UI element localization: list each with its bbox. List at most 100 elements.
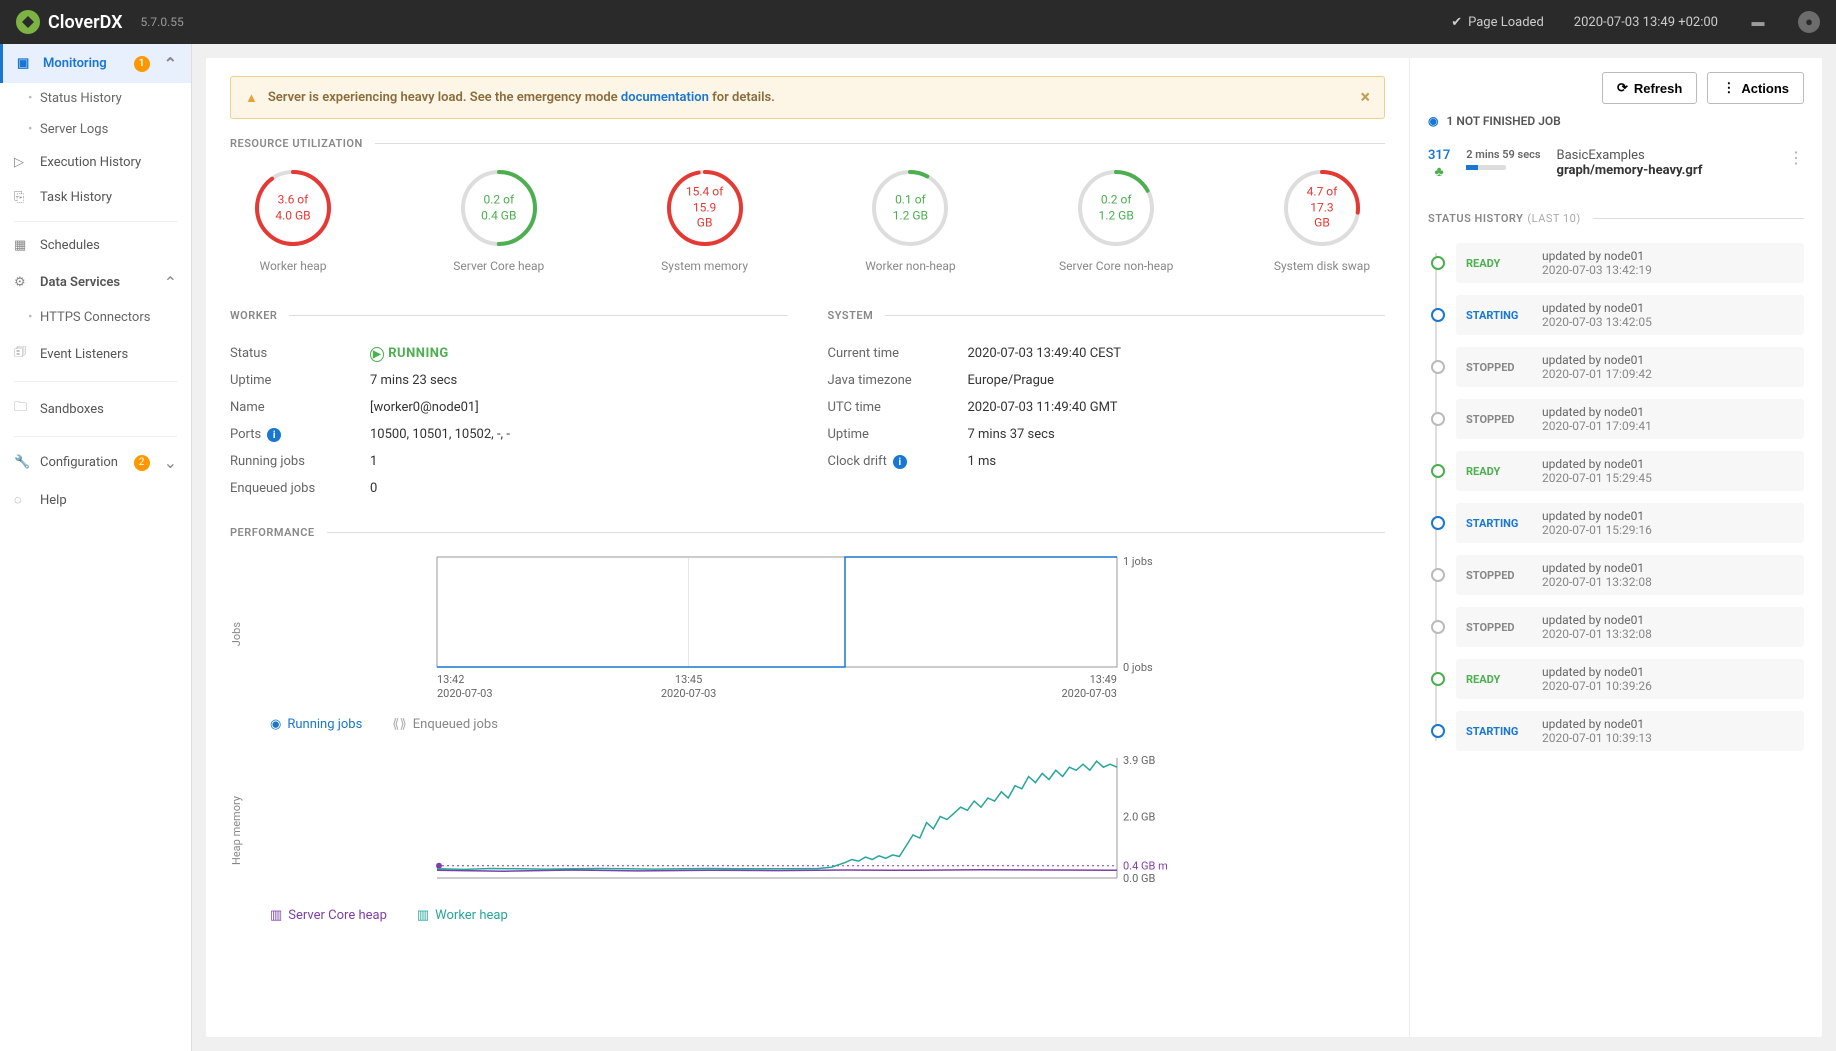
heap-y-label: Heap memory bbox=[230, 796, 243, 865]
job-id: 317 bbox=[1428, 148, 1450, 163]
timeline-item[interactable]: STARTING updated by node01 2020-07-01 15… bbox=[1456, 503, 1804, 543]
nav-help-label: Help bbox=[40, 493, 67, 508]
history-icon: ▷ bbox=[14, 155, 30, 170]
help-icon: ◌ bbox=[14, 492, 30, 508]
nav-schedules[interactable]: ▦ Schedules bbox=[0, 228, 191, 263]
job-duration: 2 mins 59 secs bbox=[1466, 148, 1540, 161]
svg-text:0.0 GB: 0.0 GB bbox=[1123, 872, 1155, 885]
nav-schedules-label: Schedules bbox=[40, 238, 100, 253]
gauge: 0.1 of1.2 GB Worker non-heap bbox=[847, 168, 973, 275]
gauge: 0.2 of0.4 GB Server Core heap bbox=[436, 168, 562, 275]
info-icon[interactable]: i bbox=[267, 428, 281, 442]
section-label: PERFORMANCE bbox=[230, 526, 315, 539]
refresh-button[interactable]: ⟳Refresh bbox=[1602, 72, 1697, 104]
svg-text:13:45: 13:45 bbox=[675, 673, 702, 686]
worker-name-val: [worker0@node01] bbox=[370, 400, 479, 415]
nav-event-listeners[interactable]: 🗊 Event Listeners bbox=[0, 333, 191, 375]
nav-task-history[interactable]: ⎘ Task History bbox=[0, 180, 191, 215]
info-icon[interactable]: i bbox=[893, 455, 907, 469]
nav-task-history-label: Task History bbox=[40, 190, 112, 205]
server-time: 2020-07-03 13:49 +02:00 bbox=[1574, 15, 1718, 30]
worker-uptime-val: 7 mins 23 secs bbox=[370, 373, 457, 388]
nav-help[interactable]: ◌ Help bbox=[0, 482, 191, 518]
timeline-meta: updated by node01 2020-07-01 13:32:08 bbox=[1542, 613, 1652, 641]
svg-text:13:42: 13:42 bbox=[437, 673, 464, 686]
wrench-icon: 🔧 bbox=[14, 455, 30, 470]
timeline-item[interactable]: STOPPED updated by node01 2020-07-01 13:… bbox=[1456, 555, 1804, 595]
timeline-status: STOPPED bbox=[1466, 569, 1542, 582]
nav-monitoring-label: Monitoring bbox=[43, 56, 107, 71]
timeline-item[interactable]: STOPPED updated by node01 2020-07-01 17:… bbox=[1456, 399, 1804, 439]
performance-title: PERFORMANCE bbox=[230, 526, 1385, 539]
legend-enqueued-jobs[interactable]: ⟪⟫Enqueued jobs bbox=[392, 717, 498, 732]
account-icon[interactable]: ● bbox=[1798, 11, 1820, 33]
alert-suffix: for details. bbox=[709, 90, 775, 105]
gauge: 15.4 of15.9 GB System memory bbox=[642, 168, 768, 275]
timeline-status: STARTING bbox=[1466, 517, 1542, 530]
bars-icon: ▥ bbox=[417, 908, 429, 923]
heap-chart: Heap memory 3.9 GB2.0 GB0.4 GB m0.0 GB ▥… bbox=[230, 758, 1385, 937]
queue-icon: ⟪⟫ bbox=[392, 717, 406, 732]
worker-ports-val: 10500, 10501, 10502, -, - bbox=[370, 427, 510, 443]
legend-core-heap[interactable]: ▥Server Core heap bbox=[270, 908, 387, 923]
timeline-item[interactable]: STARTING updated by node01 2020-07-03 13… bbox=[1456, 295, 1804, 335]
nav-data-services[interactable]: ⚙ Data Services ⌃ bbox=[0, 263, 191, 302]
job-path: graph/memory-heavy.grf bbox=[1557, 163, 1772, 178]
nav-server-logs[interactable]: Server Logs bbox=[0, 114, 191, 145]
alert-link[interactable]: documentation bbox=[621, 90, 709, 105]
version-label: 5.7.0.55 bbox=[141, 15, 184, 29]
timeline-item[interactable]: READY updated by node01 2020-07-03 13:42… bbox=[1456, 243, 1804, 283]
svg-text:1 jobs: 1 jobs bbox=[1123, 555, 1153, 568]
timeline-meta: updated by node01 2020-07-03 13:42:19 bbox=[1542, 249, 1652, 277]
gauge: 4.7 of17.3 GB System disk swap bbox=[1259, 168, 1385, 275]
timeline-dot bbox=[1431, 516, 1445, 530]
sys-drift-val: 1 ms bbox=[968, 454, 997, 470]
legend-worker-heap[interactable]: ▥Worker heap bbox=[417, 908, 508, 923]
sys-time-key: Current time bbox=[828, 346, 968, 361]
nav-sandboxes-label: Sandboxes bbox=[40, 402, 104, 417]
worker-running-key: Running jobs bbox=[230, 454, 370, 469]
nav-https-connectors[interactable]: HTTPS Connectors bbox=[0, 302, 191, 333]
task-icon: ⎘ bbox=[14, 190, 30, 205]
timeline-meta: updated by node01 2020-07-01 17:09:41 bbox=[1542, 405, 1652, 433]
nav-configuration[interactable]: 🔧 Configuration 2 ⌄ bbox=[0, 443, 191, 482]
worker-name-key: Name bbox=[230, 400, 370, 415]
status-timeline: READY updated by node01 2020-07-03 13:42… bbox=[1428, 243, 1804, 751]
nav-execution-history[interactable]: ▷ Execution History bbox=[0, 145, 191, 180]
sys-tz-val: Europe/Prague bbox=[968, 373, 1054, 388]
services-icon: ⚙ bbox=[14, 275, 30, 290]
nav-sandboxes[interactable]: 🗀 Sandboxes bbox=[0, 388, 191, 430]
legend-running-jobs[interactable]: ◉Running jobs bbox=[270, 717, 362, 732]
timeline-item[interactable]: STOPPED updated by node01 2020-07-01 13:… bbox=[1456, 607, 1804, 647]
sys-utc-val: 2020-07-03 11:49:40 GMT bbox=[968, 400, 1118, 415]
gauges-row: 3.6 of4.0 GB Worker heap 0.2 of0.4 GB Se… bbox=[230, 168, 1385, 275]
nav-status-history[interactable]: Status History bbox=[0, 83, 191, 114]
sys-time-val: 2020-07-03 13:49:40 CEST bbox=[968, 346, 1122, 361]
folder-icon: 🗀 bbox=[14, 398, 30, 420]
section-label: STATUS HISTORY bbox=[1428, 212, 1523, 225]
status-history-header: STATUS HISTORY (LAST 10) bbox=[1428, 212, 1804, 225]
timeline-status: STARTING bbox=[1466, 309, 1542, 322]
timeline-status: STOPPED bbox=[1466, 413, 1542, 426]
timeline-item[interactable]: READY updated by node01 2020-07-01 15:29… bbox=[1456, 451, 1804, 491]
timeline-item[interactable]: STOPPED updated by node01 2020-07-01 17:… bbox=[1456, 347, 1804, 387]
timeline-item[interactable]: STARTING updated by node01 2020-07-01 10… bbox=[1456, 711, 1804, 751]
timeline-meta: updated by node01 2020-07-01 13:32:08 bbox=[1542, 561, 1652, 589]
timeline-dot bbox=[1431, 308, 1445, 322]
svg-text:2020-07-03: 2020-07-03 bbox=[437, 687, 493, 700]
sys-uptime-val: 7 mins 37 secs bbox=[968, 427, 1055, 442]
logo: CloverDX 5.7.0.55 bbox=[16, 10, 184, 34]
timeline-meta: updated by node01 2020-07-01 15:29:45 bbox=[1542, 457, 1652, 485]
job-menu-icon[interactable]: ⋮ bbox=[1788, 148, 1804, 167]
worker-status-val: RUNNING bbox=[370, 346, 449, 361]
monitor-icon: ▣ bbox=[17, 56, 33, 71]
sys-utc-key: UTC time bbox=[828, 400, 968, 415]
chat-icon[interactable]: ▬ bbox=[1748, 12, 1768, 32]
actions-button[interactable]: ⋮Actions bbox=[1707, 72, 1804, 104]
alert-close[interactable]: × bbox=[1360, 87, 1370, 108]
svg-text:13:49: 13:49 bbox=[1090, 673, 1117, 686]
nav-monitoring[interactable]: ▣ Monitoring 1 ⌃ bbox=[0, 44, 191, 83]
job-row[interactable]: 317 ♣ 2 mins 59 secs BasicExamples graph… bbox=[1428, 140, 1804, 198]
timeline-status: READY bbox=[1466, 465, 1542, 478]
timeline-item[interactable]: READY updated by node01 2020-07-01 10:39… bbox=[1456, 659, 1804, 699]
